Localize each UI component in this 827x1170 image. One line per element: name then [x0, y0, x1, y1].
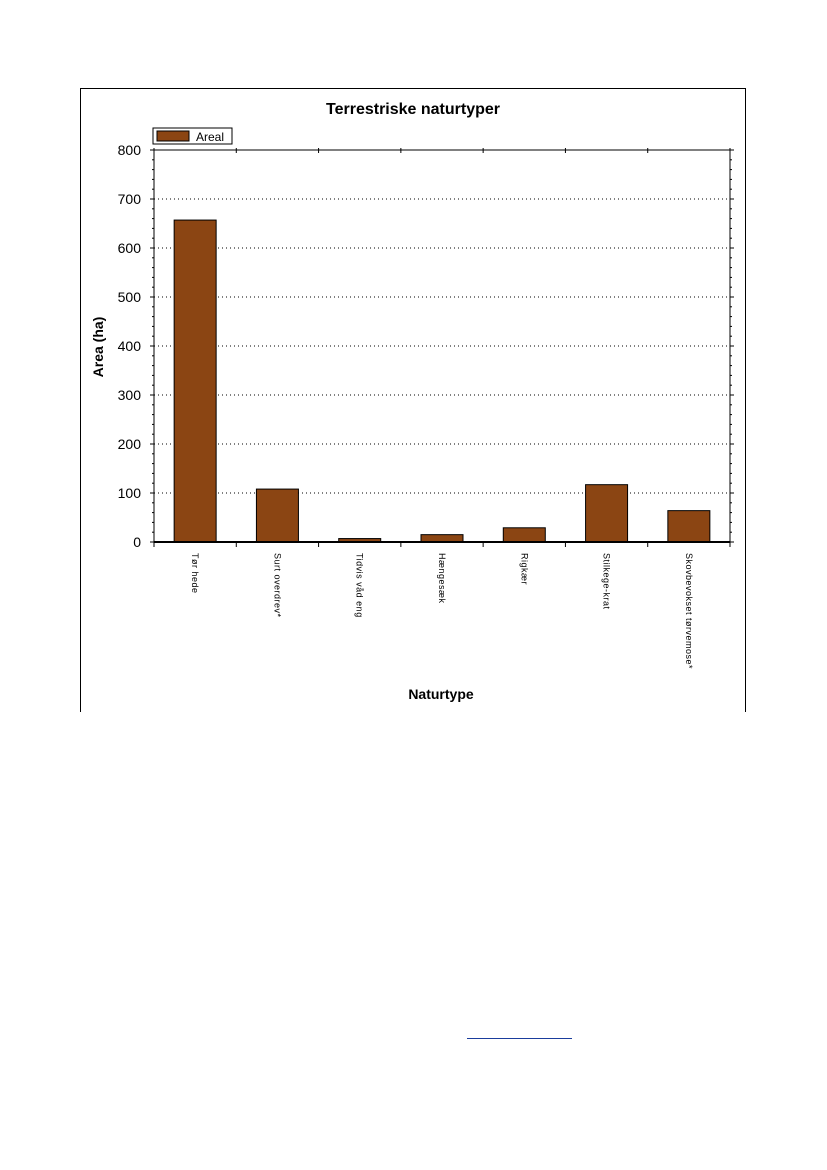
y-tick-label: 700 — [118, 191, 142, 207]
y-axis-label: Area (ha) — [90, 317, 106, 378]
legend-swatch — [156, 130, 190, 142]
bar — [667, 510, 711, 543]
bar — [502, 527, 546, 543]
y-tick-label: 400 — [118, 338, 142, 354]
axes — [150, 148, 734, 547]
x-axis-label: Naturtype — [408, 686, 474, 702]
chart-title: Terrestriske naturtyper — [326, 101, 500, 118]
x-tick-label: Skovbevokset tørvemose* — [684, 553, 694, 669]
bars — [173, 219, 711, 543]
y-tick-labels: 0 100 200 300 400 500 600 700 800 — [118, 142, 142, 550]
y-tick-label: 500 — [118, 289, 142, 305]
x-tick-labels: Tør hede Surt overdrev* Tidvis våd eng Hæng… — [190, 553, 694, 669]
bar — [173, 219, 217, 543]
footer-divider — [467, 1038, 572, 1039]
bar — [420, 534, 464, 543]
y-tick-label: 200 — [118, 436, 142, 452]
chart-frame — [80, 88, 746, 712]
y-tick-label: 800 — [118, 142, 142, 158]
x-tick-label: Hængesæk — [437, 553, 447, 604]
gridlines — [154, 149, 730, 494]
x-tick-label: Stilkege-krat — [602, 553, 612, 610]
y-tick-label: 300 — [118, 387, 142, 403]
bar — [255, 488, 299, 543]
y-tick-label: 600 — [118, 240, 142, 256]
y-tick-label: 0 — [133, 534, 141, 550]
bar — [585, 484, 629, 543]
x-tick-label: Surt overdrev* — [272, 553, 282, 618]
legend-label: Areal — [196, 130, 224, 144]
x-tick-label: Tidvis våd eng — [355, 553, 365, 618]
x-tick-label: Tør hede — [190, 553, 200, 594]
x-tick-label: Rigkær — [519, 553, 529, 585]
y-tick-label: 100 — [118, 485, 142, 501]
legend: Areal — [152, 127, 233, 145]
